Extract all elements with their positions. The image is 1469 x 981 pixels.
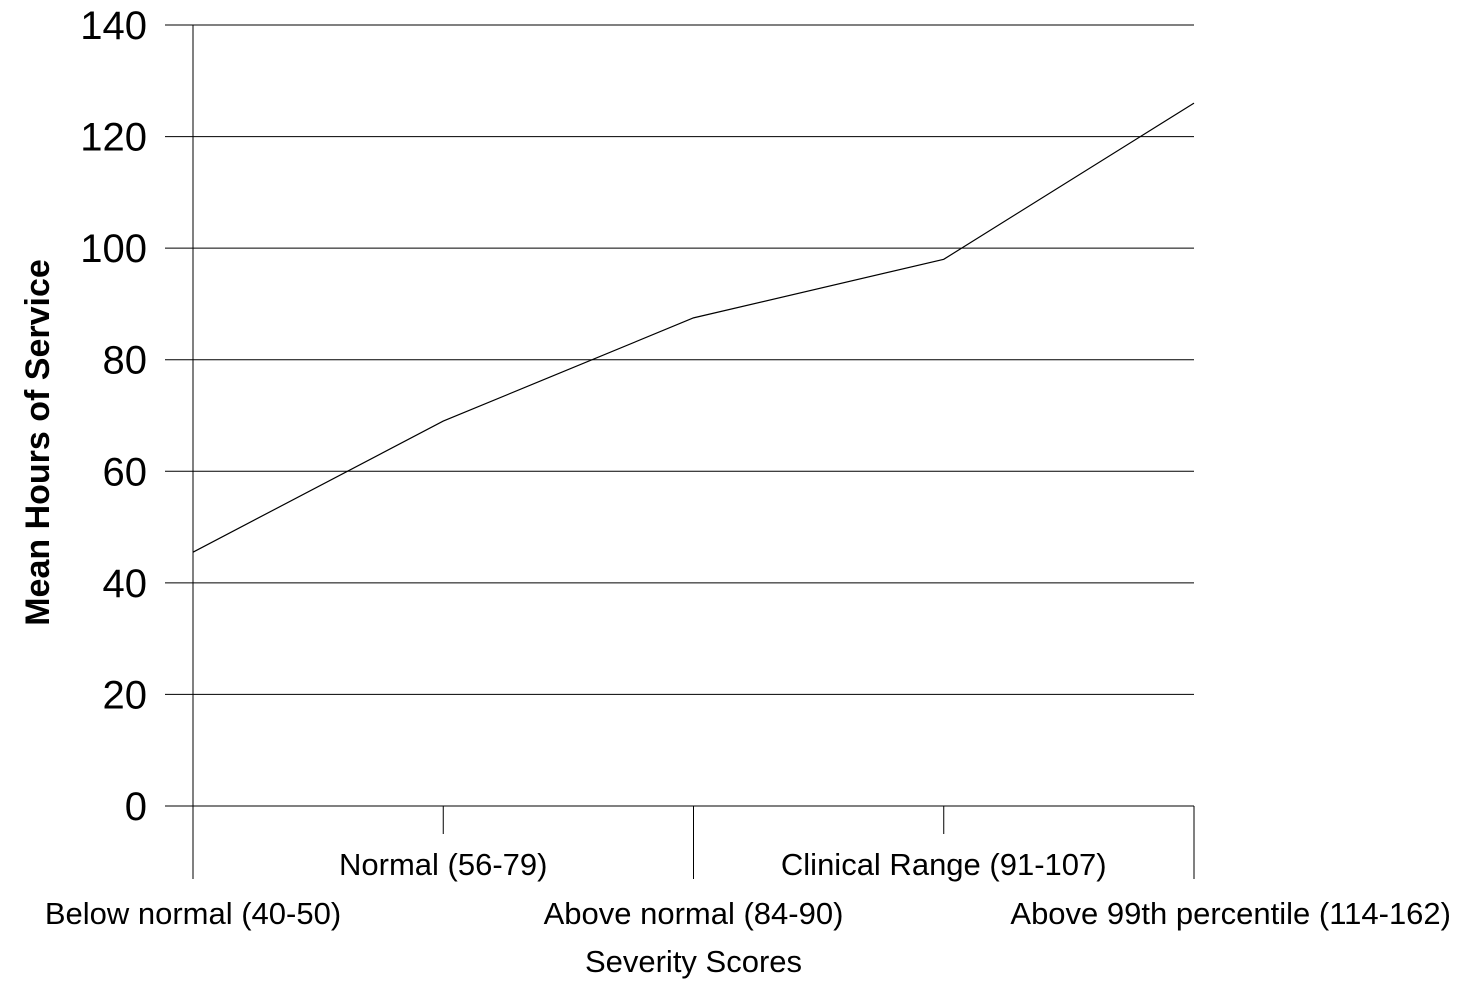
y-tick-label: 140 [80, 4, 147, 48]
x-category-label: Above 99th percentile (114-162) [1010, 896, 1451, 931]
y-tick-label: 100 [80, 227, 147, 271]
x-axis-title: Severity Scores [585, 944, 802, 979]
y-tick-label: 60 [103, 450, 148, 494]
y-tick-labels: 0 20 40 60 80 100 120 140 [80, 4, 147, 829]
series-line-0 [192, 102, 1195, 553]
y-tick-label: 80 [103, 339, 148, 383]
y-tick-label: 0 [125, 785, 147, 829]
x-category-label: Normal (56-79) [339, 847, 547, 882]
y-tick-label: 20 [103, 673, 148, 717]
grid-lines [193, 24, 1194, 807]
y-axis-title: Mean Hours of Service [19, 259, 57, 626]
x-category-labels: Below normal (40-50) Normal (56-79) Above … [45, 847, 1451, 931]
y-tick-label: 120 [80, 116, 147, 160]
series-group [192, 102, 1195, 553]
x-category-label: Above normal (84-90) [544, 896, 844, 931]
x-category-label: Clinical Range (91-107) [781, 847, 1107, 882]
x-category-label: Below normal (40-50) [45, 896, 341, 931]
y-tick-label: 40 [103, 562, 148, 606]
axes [165, 24, 1195, 879]
